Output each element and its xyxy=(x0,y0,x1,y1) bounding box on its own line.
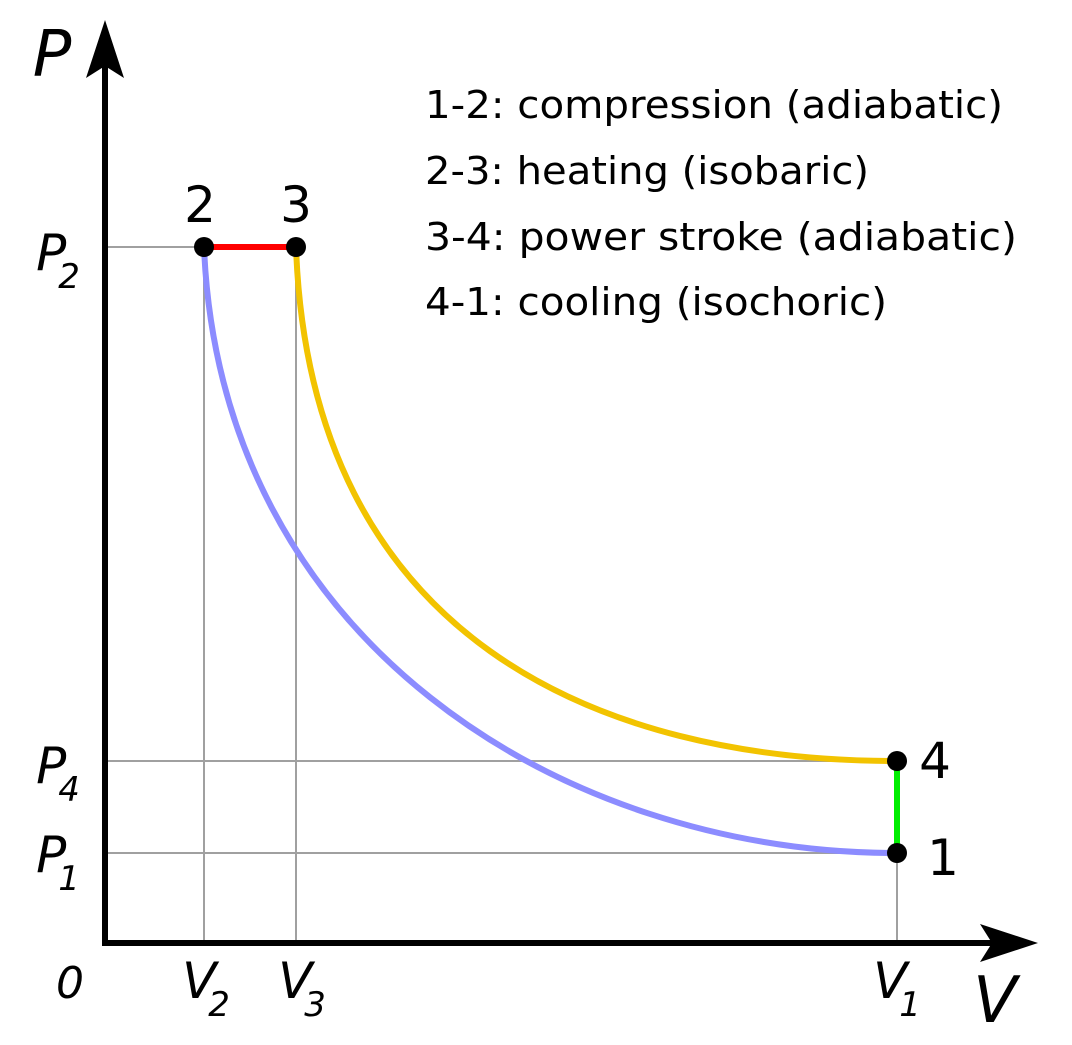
point-3-marker xyxy=(286,237,306,257)
compression-curve xyxy=(201,246,898,856)
process-legend: 1-2: compression (adiabatic) 2-3: heatin… xyxy=(425,83,1017,324)
legend-item-power-stroke: 3-4: power stroke (adiabatic) xyxy=(425,215,1017,259)
axes xyxy=(86,20,1038,962)
point-4-marker xyxy=(887,751,907,771)
v2-tick-label: V2 xyxy=(182,952,230,1025)
guide-lines xyxy=(105,246,898,943)
point-4-label: 4 xyxy=(919,732,951,790)
y-axis-arrow xyxy=(86,20,124,78)
v3-tick-label: V3 xyxy=(278,952,326,1025)
origin-label: 0 xyxy=(56,958,84,1009)
state-points xyxy=(194,237,907,863)
x-axis-arrow xyxy=(980,924,1038,962)
power-stroke-curve xyxy=(293,246,898,764)
point-1-label: 1 xyxy=(927,829,959,887)
point-2-label: 2 xyxy=(184,176,216,234)
p2-tick-label: P2 xyxy=(36,224,80,297)
point-2-marker xyxy=(194,237,214,257)
p1-tick-label: P1 xyxy=(36,826,80,899)
legend-item-heating: 2-3: heating (isobaric) xyxy=(425,149,869,193)
v1-tick-label: V1 xyxy=(873,952,921,1025)
x-axis-label: V xyxy=(973,964,1021,1038)
point-3-label: 3 xyxy=(280,176,312,234)
legend-item-cooling: 4-1: cooling (isochoric) xyxy=(425,280,887,324)
point-1-marker xyxy=(887,843,907,863)
legend-item-compression: 1-2: compression (adiabatic) xyxy=(425,83,1003,127)
p4-tick-label: P4 xyxy=(36,737,80,810)
y-axis-label: P xyxy=(33,18,72,92)
